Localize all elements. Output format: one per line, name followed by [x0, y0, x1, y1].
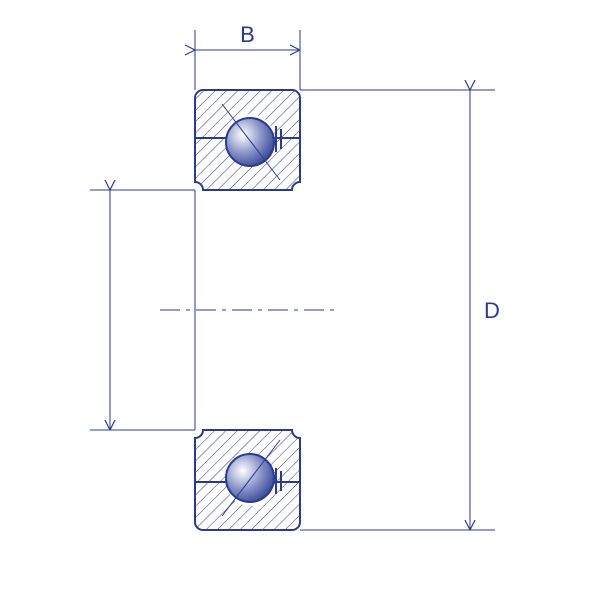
dim-label-d: D — [484, 298, 500, 323]
bearing-cross-section-diagram: BD — [0, 0, 600, 600]
dim-label-b: B — [240, 22, 255, 47]
